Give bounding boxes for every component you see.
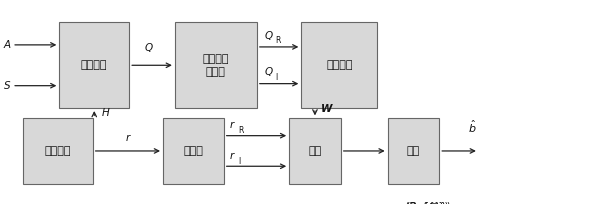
FancyBboxPatch shape xyxy=(175,22,257,108)
Text: 判决: 判决 xyxy=(407,146,420,156)
Text: Q: Q xyxy=(264,31,272,41)
Text: R: R xyxy=(275,36,280,45)
Text: A: A xyxy=(3,40,10,50)
Text: r: r xyxy=(230,120,234,131)
Text: I: I xyxy=(275,73,277,82)
Text: 矩阵计算: 矩阵计算 xyxy=(81,60,108,70)
Text: W: W xyxy=(321,104,333,114)
Text: $\hat{b}$: $\hat{b}$ xyxy=(468,118,477,135)
FancyBboxPatch shape xyxy=(289,118,340,184)
Text: r: r xyxy=(230,151,234,161)
Text: 信道估计: 信道估计 xyxy=(44,146,71,156)
Text: Q: Q xyxy=(145,43,153,53)
Text: R: R xyxy=(238,126,244,135)
FancyBboxPatch shape xyxy=(302,22,377,108)
Text: sgn(Re{{}}): sgn(Re{{}}) xyxy=(388,202,451,204)
Text: r: r xyxy=(126,133,130,143)
Text: S: S xyxy=(4,81,10,91)
Text: 相乘: 相乘 xyxy=(308,146,322,156)
Text: 神经网络: 神经网络 xyxy=(326,60,353,70)
FancyBboxPatch shape xyxy=(163,118,224,184)
FancyBboxPatch shape xyxy=(23,118,92,184)
Text: I: I xyxy=(238,157,241,166)
Text: 分离实部
和虚部: 分离实部 和虚部 xyxy=(202,54,229,77)
Text: H: H xyxy=(102,108,109,118)
Text: Q: Q xyxy=(264,67,272,78)
Text: sgn(Re{□}): sgn(Re{□}) xyxy=(390,202,449,204)
FancyBboxPatch shape xyxy=(60,22,130,108)
Text: 取实部: 取实部 xyxy=(184,146,203,156)
FancyBboxPatch shape xyxy=(388,118,439,184)
